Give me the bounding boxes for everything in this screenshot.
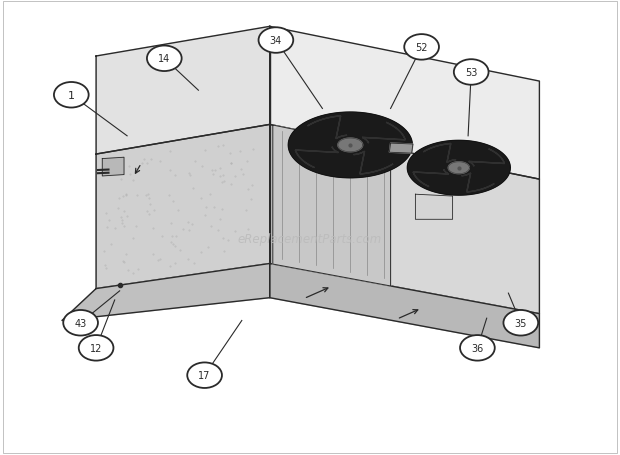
Polygon shape — [273, 126, 391, 286]
Polygon shape — [295, 147, 339, 168]
Polygon shape — [353, 152, 393, 175]
Text: 14: 14 — [158, 54, 170, 64]
Circle shape — [503, 310, 538, 336]
Polygon shape — [102, 158, 124, 177]
Polygon shape — [448, 162, 469, 174]
Text: 17: 17 — [198, 370, 211, 380]
Circle shape — [259, 28, 293, 54]
Circle shape — [460, 335, 495, 361]
Text: 43: 43 — [74, 318, 87, 328]
Text: 12: 12 — [90, 343, 102, 353]
Polygon shape — [96, 125, 270, 289]
Polygon shape — [270, 27, 539, 180]
Circle shape — [187, 363, 222, 388]
Polygon shape — [270, 264, 539, 348]
Text: eReplacementParts.com: eReplacementParts.com — [238, 233, 382, 245]
Circle shape — [454, 60, 489, 86]
Polygon shape — [338, 139, 363, 152]
Circle shape — [79, 335, 113, 361]
Polygon shape — [461, 174, 494, 192]
Polygon shape — [62, 264, 270, 321]
Text: 34: 34 — [270, 36, 282, 46]
Polygon shape — [415, 195, 453, 220]
Text: 53: 53 — [465, 68, 477, 78]
Circle shape — [147, 46, 182, 72]
Polygon shape — [362, 123, 405, 144]
Polygon shape — [423, 144, 456, 163]
Text: 35: 35 — [515, 318, 527, 328]
Polygon shape — [308, 116, 347, 139]
Text: 36: 36 — [471, 343, 484, 353]
Circle shape — [63, 310, 98, 336]
Text: 1: 1 — [68, 91, 75, 101]
Circle shape — [404, 35, 439, 61]
Polygon shape — [407, 141, 510, 196]
Text: 52: 52 — [415, 43, 428, 53]
Polygon shape — [96, 27, 270, 155]
Polygon shape — [389, 144, 413, 154]
Circle shape — [54, 83, 89, 108]
Polygon shape — [469, 150, 505, 167]
Polygon shape — [270, 125, 539, 314]
Polygon shape — [288, 113, 412, 178]
Polygon shape — [413, 170, 449, 187]
